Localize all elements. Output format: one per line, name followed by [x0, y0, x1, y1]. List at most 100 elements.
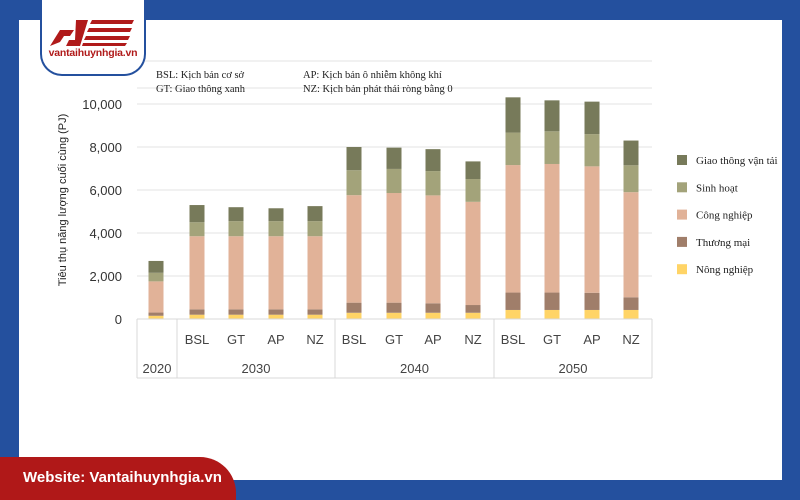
y-tick-label: 0: [115, 312, 122, 327]
bar-segment: [465, 161, 481, 180]
bar-segment: [584, 292, 600, 310]
bar-segment: [505, 309, 521, 319]
x-tick-label: BSL: [501, 332, 526, 347]
logo-text: vantaihuynhgia.vn: [48, 47, 138, 59]
bar-segment: [307, 206, 323, 222]
x-tick-label: NZ: [622, 332, 639, 347]
bar-segment: [268, 309, 284, 315]
y-axis-label: Tiêu thụ năng lượng cuối cùng (PJ): [57, 114, 69, 287]
bar-segment: [307, 221, 323, 237]
bar-segment: [386, 147, 402, 169]
bar-segment: [189, 205, 205, 223]
legend-label: Công nghiệp: [696, 210, 753, 222]
bar-segment: [584, 309, 600, 319]
footer-banner: Website: Vantaihuynhgia.vn: [0, 457, 236, 500]
bar-segment: [346, 302, 362, 313]
bar-segment: [623, 165, 639, 193]
bar-segment: [189, 309, 205, 315]
bar-segment: [189, 314, 205, 319]
bar-segment: [346, 195, 362, 303]
x-tick-label: AP: [267, 332, 284, 347]
legend-label: Nông nghiệp: [696, 264, 754, 276]
x-tick-label: AP: [583, 332, 600, 347]
bar-segment: [584, 101, 600, 135]
legend-swatch: [677, 264, 687, 275]
y-tick-label: 4,000: [89, 226, 122, 241]
bar-segment: [505, 97, 521, 133]
bar-segment: [505, 292, 521, 310]
bar-segment: [228, 221, 244, 237]
legend-swatch: [677, 182, 687, 193]
bar-segment: [465, 201, 481, 306]
bar-segment: [346, 170, 362, 196]
y-tick-label: 6,000: [89, 183, 122, 198]
group-label: 2020: [143, 361, 172, 376]
legend-swatch: [677, 155, 687, 165]
bar-segment: [228, 236, 244, 310]
bar-segment: [465, 305, 481, 313]
bar-segment: [584, 134, 600, 167]
y-tick-label: 10,000: [82, 97, 122, 112]
note-nz: NZ: Kịch bản phát thải ròng bằng 0: [303, 84, 453, 95]
bar-segment: [148, 281, 164, 313]
bar-segment: [386, 193, 402, 303]
x-tick-label: BSL: [342, 332, 367, 347]
note-gt: GT: Giao thông xanh: [156, 84, 246, 95]
bar-segment: [307, 236, 323, 310]
bar-segment: [623, 192, 639, 298]
group-label: 2030: [242, 361, 271, 376]
bar-segment: [425, 171, 441, 196]
legend-label: Sinh hoạt: [696, 182, 738, 194]
bar-segment: [228, 314, 244, 319]
bar-segment: [148, 260, 164, 273]
bar-segment: [148, 312, 164, 316]
bar-segment: [505, 132, 521, 166]
bar-segment: [623, 297, 639, 310]
bar-segment: [465, 179, 481, 202]
bar-segment: [268, 236, 284, 310]
bar-segment: [268, 208, 284, 222]
bar-segment: [425, 312, 441, 319]
legend-label: Giao thông vận tải: [696, 155, 778, 167]
bar-segment: [307, 314, 323, 319]
bar-segment: [346, 312, 362, 319]
bar-segment: [584, 166, 600, 293]
bar-segment: [346, 147, 362, 171]
bar-segment: [268, 221, 284, 237]
x-tick-label: GT: [543, 332, 561, 347]
bar-segment: [425, 149, 441, 172]
bar-segment: [386, 168, 402, 194]
bar-segment: [148, 272, 164, 282]
bar-segment: [228, 207, 244, 222]
x-tick-label: GT: [385, 332, 403, 347]
bar-segment: [386, 302, 402, 313]
group-label: 2040: [400, 361, 429, 376]
bar-segment: [189, 236, 205, 310]
bar-segment: [505, 165, 521, 293]
bar-segment: [623, 140, 639, 166]
x-tick-label: NZ: [306, 332, 323, 347]
bar-segment: [189, 222, 205, 237]
legend-swatch: [677, 209, 687, 220]
bar-segment: [268, 314, 284, 319]
footer-website: Website: Vantaihuynhgia.vn: [23, 469, 222, 486]
group-label: 2050: [559, 361, 588, 376]
y-tick-label: 8,000: [89, 140, 122, 155]
x-tick-label: BSL: [185, 332, 210, 347]
bar-segment: [386, 312, 402, 319]
bar-segment: [148, 315, 164, 319]
x-tick-label: NZ: [464, 332, 481, 347]
bar-segment: [544, 292, 560, 310]
bar-segment: [544, 163, 560, 293]
brand-logo: vantaihuynhgia.vn: [40, 0, 146, 76]
bar-segment: [425, 195, 441, 304]
bar-segment: [623, 309, 639, 319]
legend-label: Thương mại: [696, 237, 750, 249]
bar-segment: [425, 303, 441, 313]
bar-segment: [544, 309, 560, 319]
y-tick-label: 2,000: [89, 269, 122, 284]
bar-segment: [307, 309, 323, 315]
x-tick-label: GT: [227, 332, 245, 347]
bar-segment: [228, 309, 244, 315]
